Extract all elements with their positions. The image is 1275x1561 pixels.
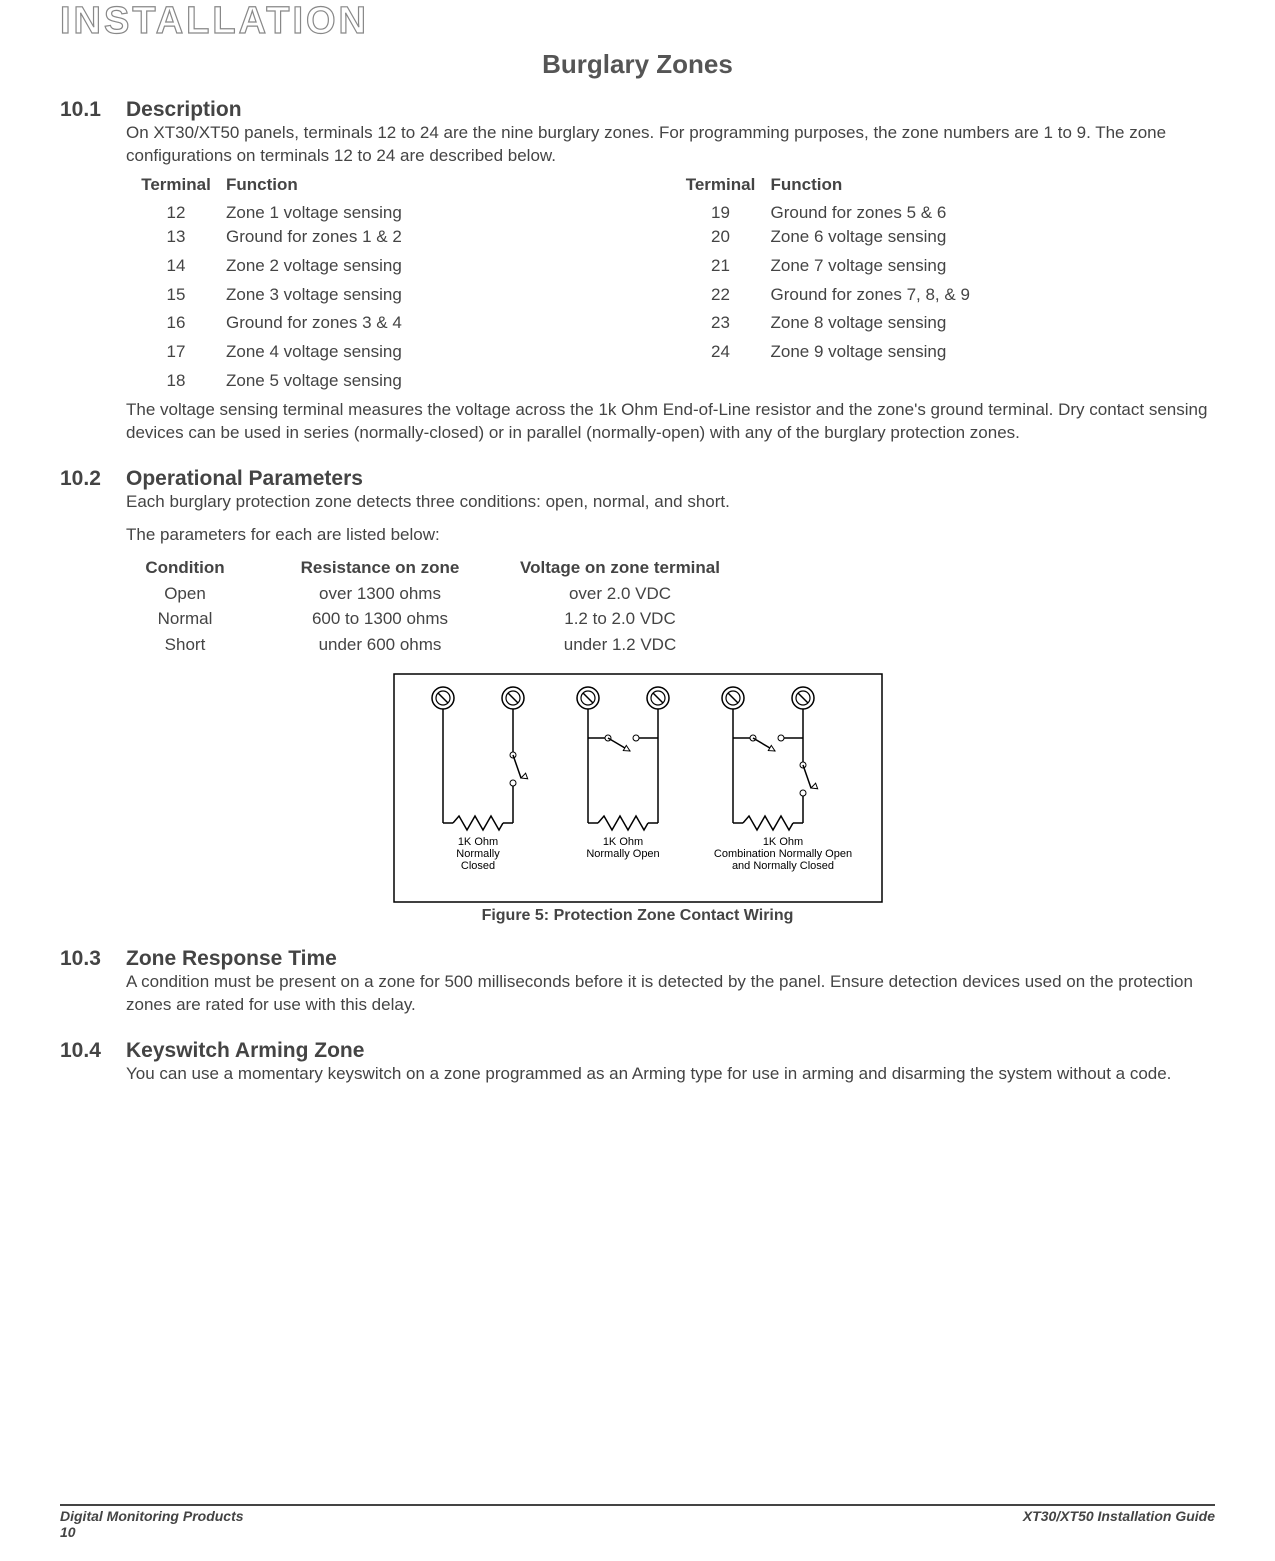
table-cell: Zone 2 voltage sensing: [226, 254, 671, 279]
figure-5: 1K Ohm Normally Closed: [60, 673, 1215, 925]
header-outline: INSTALLATION: [60, 0, 1215, 43]
figure-label: 1K Ohm: [602, 836, 642, 848]
table-cell: Zone 1 voltage sensing: [226, 201, 671, 226]
terminal-table: Terminal Function 12Zone 1 voltage sensi…: [126, 174, 1215, 393]
table-cell: under 1.2 VDC: [490, 632, 750, 658]
figure-caption: Figure 5: Protection Zone Contact Wiring: [60, 907, 1215, 925]
table-cell: 20: [671, 225, 771, 250]
section-body: You can use a momentary keyswitch on a z…: [126, 1063, 1215, 1086]
section-title: Zone Response Time: [126, 947, 337, 971]
table-cell: Open: [100, 581, 270, 607]
footer-page-number: 10: [60, 1524, 244, 1540]
figure-label: Normally Open: [586, 848, 659, 860]
table-header: Terminal: [671, 174, 771, 197]
figure-label: Combination Normally Open: [713, 848, 851, 860]
table-cell: Short: [100, 632, 270, 658]
footer-right: XT30/XT50 Installation Guide: [1023, 1508, 1215, 1540]
table-cell: 17: [126, 340, 226, 365]
section-10-4: 10.4 Keyswitch Arming Zone You can use a…: [60, 1039, 1215, 1086]
table-cell: Zone 7 voltage sensing: [771, 254, 1216, 279]
table-cell: 19: [671, 201, 771, 226]
table-cell: 22: [671, 283, 771, 308]
figure-label: 1K Ohm: [457, 836, 497, 848]
section-number: 10.2: [60, 467, 126, 491]
table-cell: Ground for zones 3 & 4: [226, 311, 671, 336]
table-header: Condition: [100, 555, 270, 581]
section-body: The voltage sensing terminal measures th…: [126, 399, 1215, 445]
table-cell: 24: [671, 340, 771, 365]
table-cell: 1.2 to 2.0 VDC: [490, 606, 750, 632]
table-header: Function: [226, 174, 671, 197]
table-cell: Normal: [100, 606, 270, 632]
figure-label: 1K Ohm: [762, 836, 802, 848]
table-cell: under 600 ohms: [270, 632, 490, 658]
section-body: On XT30/XT50 panels, terminals 12 to 24 …: [126, 122, 1215, 168]
table-cell: 14: [126, 254, 226, 279]
section-number: 10.3: [60, 947, 126, 971]
parameter-table: Condition Resistance on zone Voltage on …: [100, 555, 1215, 657]
section-title: Operational Parameters: [126, 467, 363, 491]
table-cell: 15: [126, 283, 226, 308]
table-cell: Zone 3 voltage sensing: [226, 283, 671, 308]
table-header: Voltage on zone terminal: [490, 555, 750, 581]
table-cell: Ground for zones 7, 8, & 9: [771, 283, 1216, 308]
table-cell: Ground for zones 1 & 2: [226, 225, 671, 250]
figure-label: Normally: [456, 848, 500, 860]
section-body: The parameters for each are listed below…: [126, 524, 1215, 547]
table-cell: Ground for zones 5 & 6: [771, 201, 1216, 226]
section-number: 10.1: [60, 98, 126, 122]
page-title: Burglary Zones: [60, 49, 1215, 80]
figure-label: Closed: [460, 860, 494, 872]
table-cell: 600 to 1300 ohms: [270, 606, 490, 632]
section-title: Description: [126, 98, 242, 122]
table-cell: Zone 8 voltage sensing: [771, 311, 1216, 336]
table-header: Function: [771, 174, 1216, 197]
section-number: 10.4: [60, 1039, 126, 1063]
table-cell: 18: [126, 369, 226, 394]
table-cell: Zone 5 voltage sensing: [226, 369, 671, 394]
table-cell: 13: [126, 225, 226, 250]
table-cell: 12: [126, 201, 226, 226]
table-cell: 21: [671, 254, 771, 279]
table-cell: over 2.0 VDC: [490, 581, 750, 607]
table-cell: Zone 6 voltage sensing: [771, 225, 1216, 250]
section-body: A condition must be present on a zone fo…: [126, 971, 1215, 1017]
table-header: Terminal: [126, 174, 226, 197]
section-10-2: 10.2 Operational Parameters Each burglar…: [60, 467, 1215, 925]
section-body: Each burglary protection zone detects th…: [126, 491, 1215, 514]
figure-label: and Normally Closed: [731, 860, 833, 872]
table-cell: over 1300 ohms: [270, 581, 490, 607]
page-footer: Digital Monitoring Products 10 XT30/XT50…: [60, 1504, 1215, 1540]
table-cell: Zone 9 voltage sensing: [771, 340, 1216, 365]
table-cell: Zone 4 voltage sensing: [226, 340, 671, 365]
table-header: Resistance on zone: [270, 555, 490, 581]
table-cell: 23: [671, 311, 771, 336]
section-10-3: 10.3 Zone Response Time A condition must…: [60, 947, 1215, 1017]
footer-left: Digital Monitoring Products: [60, 1508, 244, 1524]
section-10-1: 10.1 Description On XT30/XT50 panels, te…: [60, 98, 1215, 445]
section-title: Keyswitch Arming Zone: [126, 1039, 364, 1063]
table-cell: 16: [126, 311, 226, 336]
